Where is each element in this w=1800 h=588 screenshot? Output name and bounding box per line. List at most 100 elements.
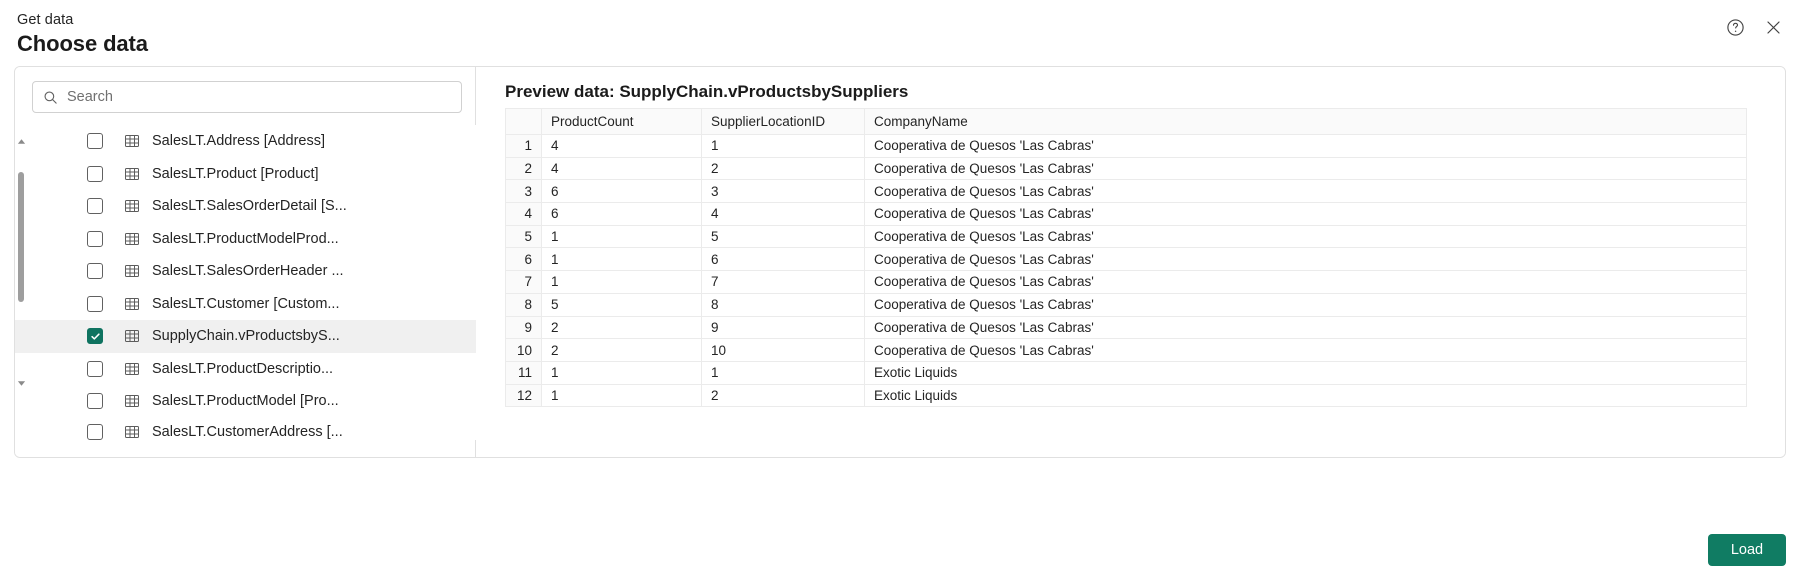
row-index: 4 bbox=[505, 202, 542, 226]
table-icon bbox=[124, 263, 140, 279]
cell-companyname: Cooperativa de Quesos 'Las Cabras' bbox=[864, 224, 1747, 249]
table-row[interactable]: 3 6 3 Cooperativa de Quesos 'Las Cabras' bbox=[505, 179, 1747, 204]
table-row[interactable]: 5 1 5 Cooperativa de Quesos 'Las Cabras' bbox=[505, 224, 1747, 249]
list-item[interactable]: SalesLT.ProductModelProd... bbox=[15, 222, 476, 255]
cell-companyname: Cooperativa de Quesos 'Las Cabras' bbox=[864, 202, 1747, 226]
row-index: 1 bbox=[505, 134, 542, 158]
row-index: 5 bbox=[505, 224, 542, 249]
table-icon bbox=[124, 133, 140, 149]
table-row[interactable]: 7 1 7 Cooperativa de Quesos 'Las Cabras' bbox=[505, 270, 1747, 294]
list-item-label: SupplyChain.vProductsbyS... bbox=[152, 328, 340, 345]
cell-companyname: Cooperativa de Quesos 'Las Cabras' bbox=[864, 247, 1747, 272]
table-icon bbox=[124, 231, 140, 247]
list-item[interactable]: SalesLT.SalesOrderDetail [S... bbox=[15, 190, 476, 223]
cell-productcount: 4 bbox=[541, 134, 702, 158]
row-index: 3 bbox=[505, 179, 542, 204]
row-index: 6 bbox=[505, 247, 542, 272]
list-item[interactable]: SalesLT.Product [Product] bbox=[15, 157, 476, 190]
list-scrollbar-thumb[interactable] bbox=[18, 172, 24, 302]
object-browser-pane: SalesLT.Address [Address] SalesLT.Produc… bbox=[15, 67, 476, 457]
cell-supplierlocationid: 7 bbox=[701, 270, 865, 294]
row-checkbox[interactable] bbox=[87, 263, 103, 280]
list-item[interactable]: SalesLT.CustomerAddress [... bbox=[15, 417, 476, 440]
table-row[interactable]: 9 2 9 Cooperativa de Quesos 'Las Cabras' bbox=[505, 315, 1747, 340]
cell-supplierlocationid: 4 bbox=[701, 202, 865, 226]
dialog-body: SalesLT.Address [Address] SalesLT.Produc… bbox=[14, 66, 1786, 458]
scroll-up-arrow[interactable] bbox=[15, 135, 27, 147]
list-item[interactable]: SalesLT.ProductModel [Pro... bbox=[15, 385, 476, 418]
row-checkbox[interactable] bbox=[87, 133, 103, 150]
list-item-label: SalesLT.Address [Address] bbox=[152, 133, 326, 150]
row-checkbox[interactable] bbox=[87, 393, 103, 410]
list-item-selected[interactable]: SupplyChain.vProductsbyS... bbox=[15, 320, 476, 353]
list-item-label: SalesLT.Customer [Custom... bbox=[152, 295, 340, 312]
cell-productcount: 1 bbox=[541, 383, 702, 408]
table-row[interactable]: 12 1 2 Exotic Liquids bbox=[505, 383, 1747, 408]
search-input[interactable] bbox=[67, 89, 451, 105]
row-checkbox[interactable] bbox=[87, 230, 103, 247]
preview-pane: Preview data: SupplyChain.vProductsbySup… bbox=[477, 67, 1785, 457]
load-button[interactable]: Load bbox=[1708, 534, 1786, 566]
row-checkbox[interactable] bbox=[87, 423, 103, 440]
cell-companyname: Cooperativa de Quesos 'Las Cabras' bbox=[864, 179, 1747, 204]
preview-title: Preview data: SupplyChain.vProductsbySup… bbox=[505, 82, 909, 101]
list-item[interactable]: SalesLT.Address [Address] bbox=[15, 125, 476, 158]
cell-companyname: Cooperativa de Quesos 'Las Cabras' bbox=[864, 134, 1747, 158]
list-item[interactable]: SalesLT.SalesOrderHeader ... bbox=[15, 255, 476, 288]
row-index: 11 bbox=[505, 360, 542, 385]
table-list: SalesLT.Address [Address] SalesLT.Produc… bbox=[15, 125, 476, 457]
column-header-companyname[interactable]: CompanyName bbox=[864, 108, 1747, 135]
search-icon bbox=[43, 90, 58, 105]
cell-supplierlocationid: 8 bbox=[701, 292, 865, 317]
row-index: 10 bbox=[505, 338, 542, 362]
table-row[interactable]: 2 4 2 Cooperativa de Quesos 'Las Cabras' bbox=[505, 156, 1747, 181]
cell-supplierlocationid: 3 bbox=[701, 179, 865, 204]
table-header-row: ProductCount SupplierLocationID CompanyN… bbox=[505, 108, 1747, 135]
table-icon bbox=[124, 166, 140, 182]
cell-companyname: Exotic Liquids bbox=[864, 383, 1747, 408]
cell-companyname: Exotic Liquids bbox=[864, 360, 1747, 385]
search-box[interactable] bbox=[32, 81, 462, 113]
list-item-label: SalesLT.ProductModel [Pro... bbox=[152, 393, 339, 410]
column-header-index bbox=[505, 108, 542, 135]
list-item[interactable]: SalesLT.ProductDescriptio... bbox=[15, 352, 476, 385]
page-title: Choose data bbox=[17, 31, 148, 56]
table-icon bbox=[124, 328, 140, 344]
row-checkbox[interactable] bbox=[87, 165, 103, 182]
table-row[interactable]: 1 4 1 Cooperativa de Quesos 'Las Cabras' bbox=[505, 134, 1747, 158]
cell-companyname: Cooperativa de Quesos 'Las Cabras' bbox=[864, 338, 1747, 362]
cell-productcount: 1 bbox=[541, 247, 702, 272]
cell-productcount: 2 bbox=[541, 338, 702, 362]
list-item[interactable]: SalesLT.Customer [Custom... bbox=[15, 287, 476, 320]
cell-companyname: Cooperativa de Quesos 'Las Cabras' bbox=[864, 156, 1747, 181]
table-row[interactable]: 10 2 10 Cooperativa de Quesos 'Las Cabra… bbox=[505, 338, 1747, 362]
dialog-footer: Load bbox=[0, 518, 1800, 588]
row-checkbox[interactable] bbox=[87, 295, 103, 312]
cell-supplierlocationid: 9 bbox=[701, 315, 865, 340]
scroll-down-arrow[interactable] bbox=[15, 377, 27, 389]
cell-productcount: 1 bbox=[541, 270, 702, 294]
cell-supplierlocationid: 6 bbox=[701, 247, 865, 272]
cell-companyname: Cooperativa de Quesos 'Las Cabras' bbox=[864, 315, 1747, 340]
table-row[interactable]: 8 5 8 Cooperativa de Quesos 'Las Cabras' bbox=[505, 292, 1747, 317]
help-circle-icon[interactable] bbox=[1722, 14, 1748, 40]
row-checkbox[interactable] bbox=[87, 328, 103, 345]
table-icon bbox=[124, 198, 140, 214]
table-row[interactable]: 11 1 1 Exotic Liquids bbox=[505, 360, 1747, 385]
cell-productcount: 5 bbox=[541, 292, 702, 317]
table-row[interactable]: 4 6 4 Cooperativa de Quesos 'Las Cabras' bbox=[505, 202, 1747, 226]
row-checkbox[interactable] bbox=[87, 360, 103, 377]
row-index: 9 bbox=[505, 315, 542, 340]
row-index: 2 bbox=[505, 156, 542, 181]
cell-companyname: Cooperativa de Quesos 'Las Cabras' bbox=[864, 270, 1747, 294]
column-header-supplierlocationid[interactable]: SupplierLocationID bbox=[701, 108, 865, 135]
cell-productcount: 1 bbox=[541, 360, 702, 385]
column-header-productcount[interactable]: ProductCount bbox=[541, 108, 702, 135]
row-checkbox[interactable] bbox=[87, 198, 103, 215]
table-icon bbox=[124, 361, 140, 377]
close-icon[interactable] bbox=[1760, 14, 1786, 40]
table-row[interactable]: 6 1 6 Cooperativa de Quesos 'Las Cabras' bbox=[505, 247, 1747, 272]
table-list-inner: SalesLT.Address [Address] SalesLT.Produc… bbox=[15, 125, 476, 440]
list-item-label: SalesLT.SalesOrderHeader ... bbox=[152, 263, 344, 280]
